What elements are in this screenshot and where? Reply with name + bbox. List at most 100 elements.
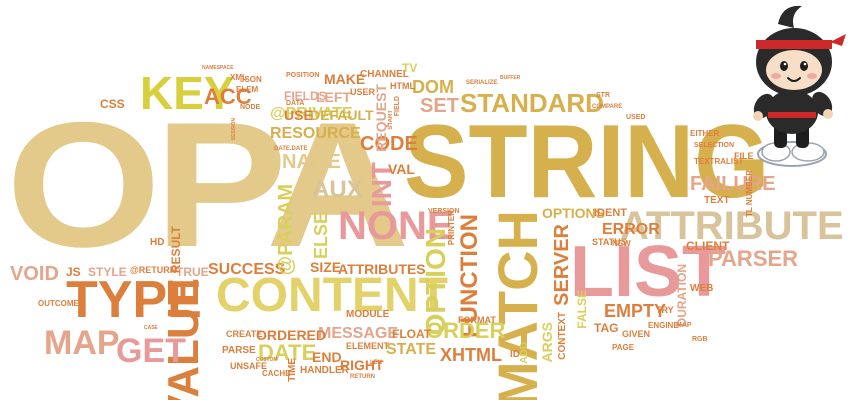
word-use: USE <box>284 107 313 123</box>
word-len: LEN <box>370 360 382 366</box>
word-case: CASE <box>144 325 158 331</box>
word-json: JSON <box>240 75 262 84</box>
word-xhtml: XHTML <box>440 345 502 365</box>
word-session: SESSION <box>231 118 237 141</box>
word-given: GIVEN <box>622 329 651 339</box>
word-opa: OPA <box>6 85 410 284</box>
word-aux: AUX <box>312 176 363 203</box>
word-xml: XML <box>230 73 247 82</box>
word-client: CLIENT <box>686 239 730 253</box>
word-ident: IDENT <box>594 207 627 219</box>
word-serialize: SERIALIZE <box>466 80 498 86</box>
word-ordered: ORDERED <box>256 327 327 343</box>
word-custom: CUSTOM <box>256 357 278 363</box>
word-name: NAME <box>282 151 341 173</box>
word-size: SIZE <box>310 259 342 275</box>
word-tv: TV <box>402 61 418 75</box>
word-namespace: NAMESPACE <box>202 65 234 71</box>
word-module: MODULE <box>346 309 390 320</box>
word-version: VERSION <box>428 208 460 215</box>
word-left: LEFT <box>316 89 351 105</box>
word-resource: RESOURCE <box>270 125 361 142</box>
word-add: ADD <box>519 342 530 364</box>
word-printer: PRINTER <box>447 210 456 246</box>
word-return: RETURN <box>350 374 375 380</box>
word-node: NODE <box>240 104 261 111</box>
word-compare: COMPARE <box>592 104 623 110</box>
word-try: TRY <box>656 305 674 315</box>
word-private: @PRIVATE <box>270 105 353 122</box>
word-file: FILE <box>734 151 754 161</box>
word-request: REQUEST <box>373 84 389 152</box>
word-map2: MAP <box>676 322 692 329</box>
word-right: RIGHT <box>340 357 384 373</box>
word-float: FLOAT <box>392 327 432 341</box>
word-duration: DURATION <box>675 264 689 327</box>
word-js: JS <box>66 265 81 279</box>
word-none: NONE <box>338 204 454 248</box>
word-field: FIELD <box>394 96 401 117</box>
word-set: SET <box>420 95 459 117</box>
word-args: ARGS <box>539 322 555 363</box>
word-date: DATE <box>258 340 317 365</box>
word-get: GET <box>116 332 186 370</box>
word-else: ELSE <box>311 212 331 260</box>
word-unsafe: UNSAFE <box>230 361 268 371</box>
word-parse: PARSE <box>222 345 256 356</box>
word-attribute: ATTRIBUTE <box>620 204 844 248</box>
word-format: FORMAT <box>458 315 496 325</box>
word-str: STR <box>596 92 610 99</box>
word-attributes: ATTRIBUTES <box>338 261 426 277</box>
word-handler: HANDLER <box>300 365 349 376</box>
word-textralist: TEXTRALIST <box>694 157 744 166</box>
word-style: STYLE <box>88 265 127 279</box>
word-elem: ELEM <box>236 85 259 94</box>
word-cache: CACHE <box>262 369 291 378</box>
word-val: VAL <box>388 161 415 177</box>
word-state: STATE <box>386 341 437 358</box>
word-element: ELEMENT <box>346 341 390 351</box>
word-tlnumber: TL NUMBER <box>745 170 754 217</box>
word-web: WEB <box>690 283 714 294</box>
word-void: VOID <box>10 263 59 285</box>
word-css: CSS <box>100 97 125 111</box>
word-html: HTML <box>390 81 415 91</box>
word-empty: EMPTY <box>604 301 667 321</box>
word-context: CONTEXT <box>557 312 568 360</box>
word-error: ERROR <box>602 221 660 238</box>
word-text: TEXT <box>704 195 730 206</box>
word-content: CONTENT <box>216 269 448 322</box>
word-success: SUCCESS <box>208 261 286 278</box>
word-new: NEW <box>612 239 631 248</box>
word-outcome: OUTCOME <box>38 299 79 308</box>
word-fields: FIELDS <box>284 89 327 103</box>
word-server: SERVER <box>551 224 573 306</box>
word-acc: ACC <box>204 84 252 109</box>
word-hd: HD <box>150 237 165 248</box>
word-id: ID <box>510 349 520 360</box>
word-user: USER <box>350 87 376 97</box>
word-data: DATA <box>286 100 305 107</box>
word-channel: CHANNEL <box>360 69 409 80</box>
word-string: STRING <box>404 104 770 220</box>
word-position: POSITION <box>286 72 320 79</box>
word-used: USED <box>626 114 646 121</box>
word-map: MAP <box>44 324 120 362</box>
word-create: CREATE <box>226 329 263 339</box>
word-dom: DOM <box>412 77 454 97</box>
word-options: OPTIONS <box>542 205 606 221</box>
word-match: MATCH <box>486 210 549 400</box>
word-page: PAGE <box>612 343 635 352</box>
word-message: MESSAGE <box>318 325 399 342</box>
word-list: LIST <box>570 232 726 312</box>
word-param: @PARAM <box>275 184 297 276</box>
word-engine: ENGINE <box>648 321 679 330</box>
word-order: ORDER <box>426 318 506 343</box>
word-true: TRUE <box>176 265 209 279</box>
word-type: TYPE <box>66 271 202 329</box>
word-end: END <box>312 349 342 365</box>
word-key: KEY <box>140 67 235 119</box>
word-selection: SELECTION <box>694 142 735 149</box>
word-tag: TAG <box>594 321 619 335</box>
